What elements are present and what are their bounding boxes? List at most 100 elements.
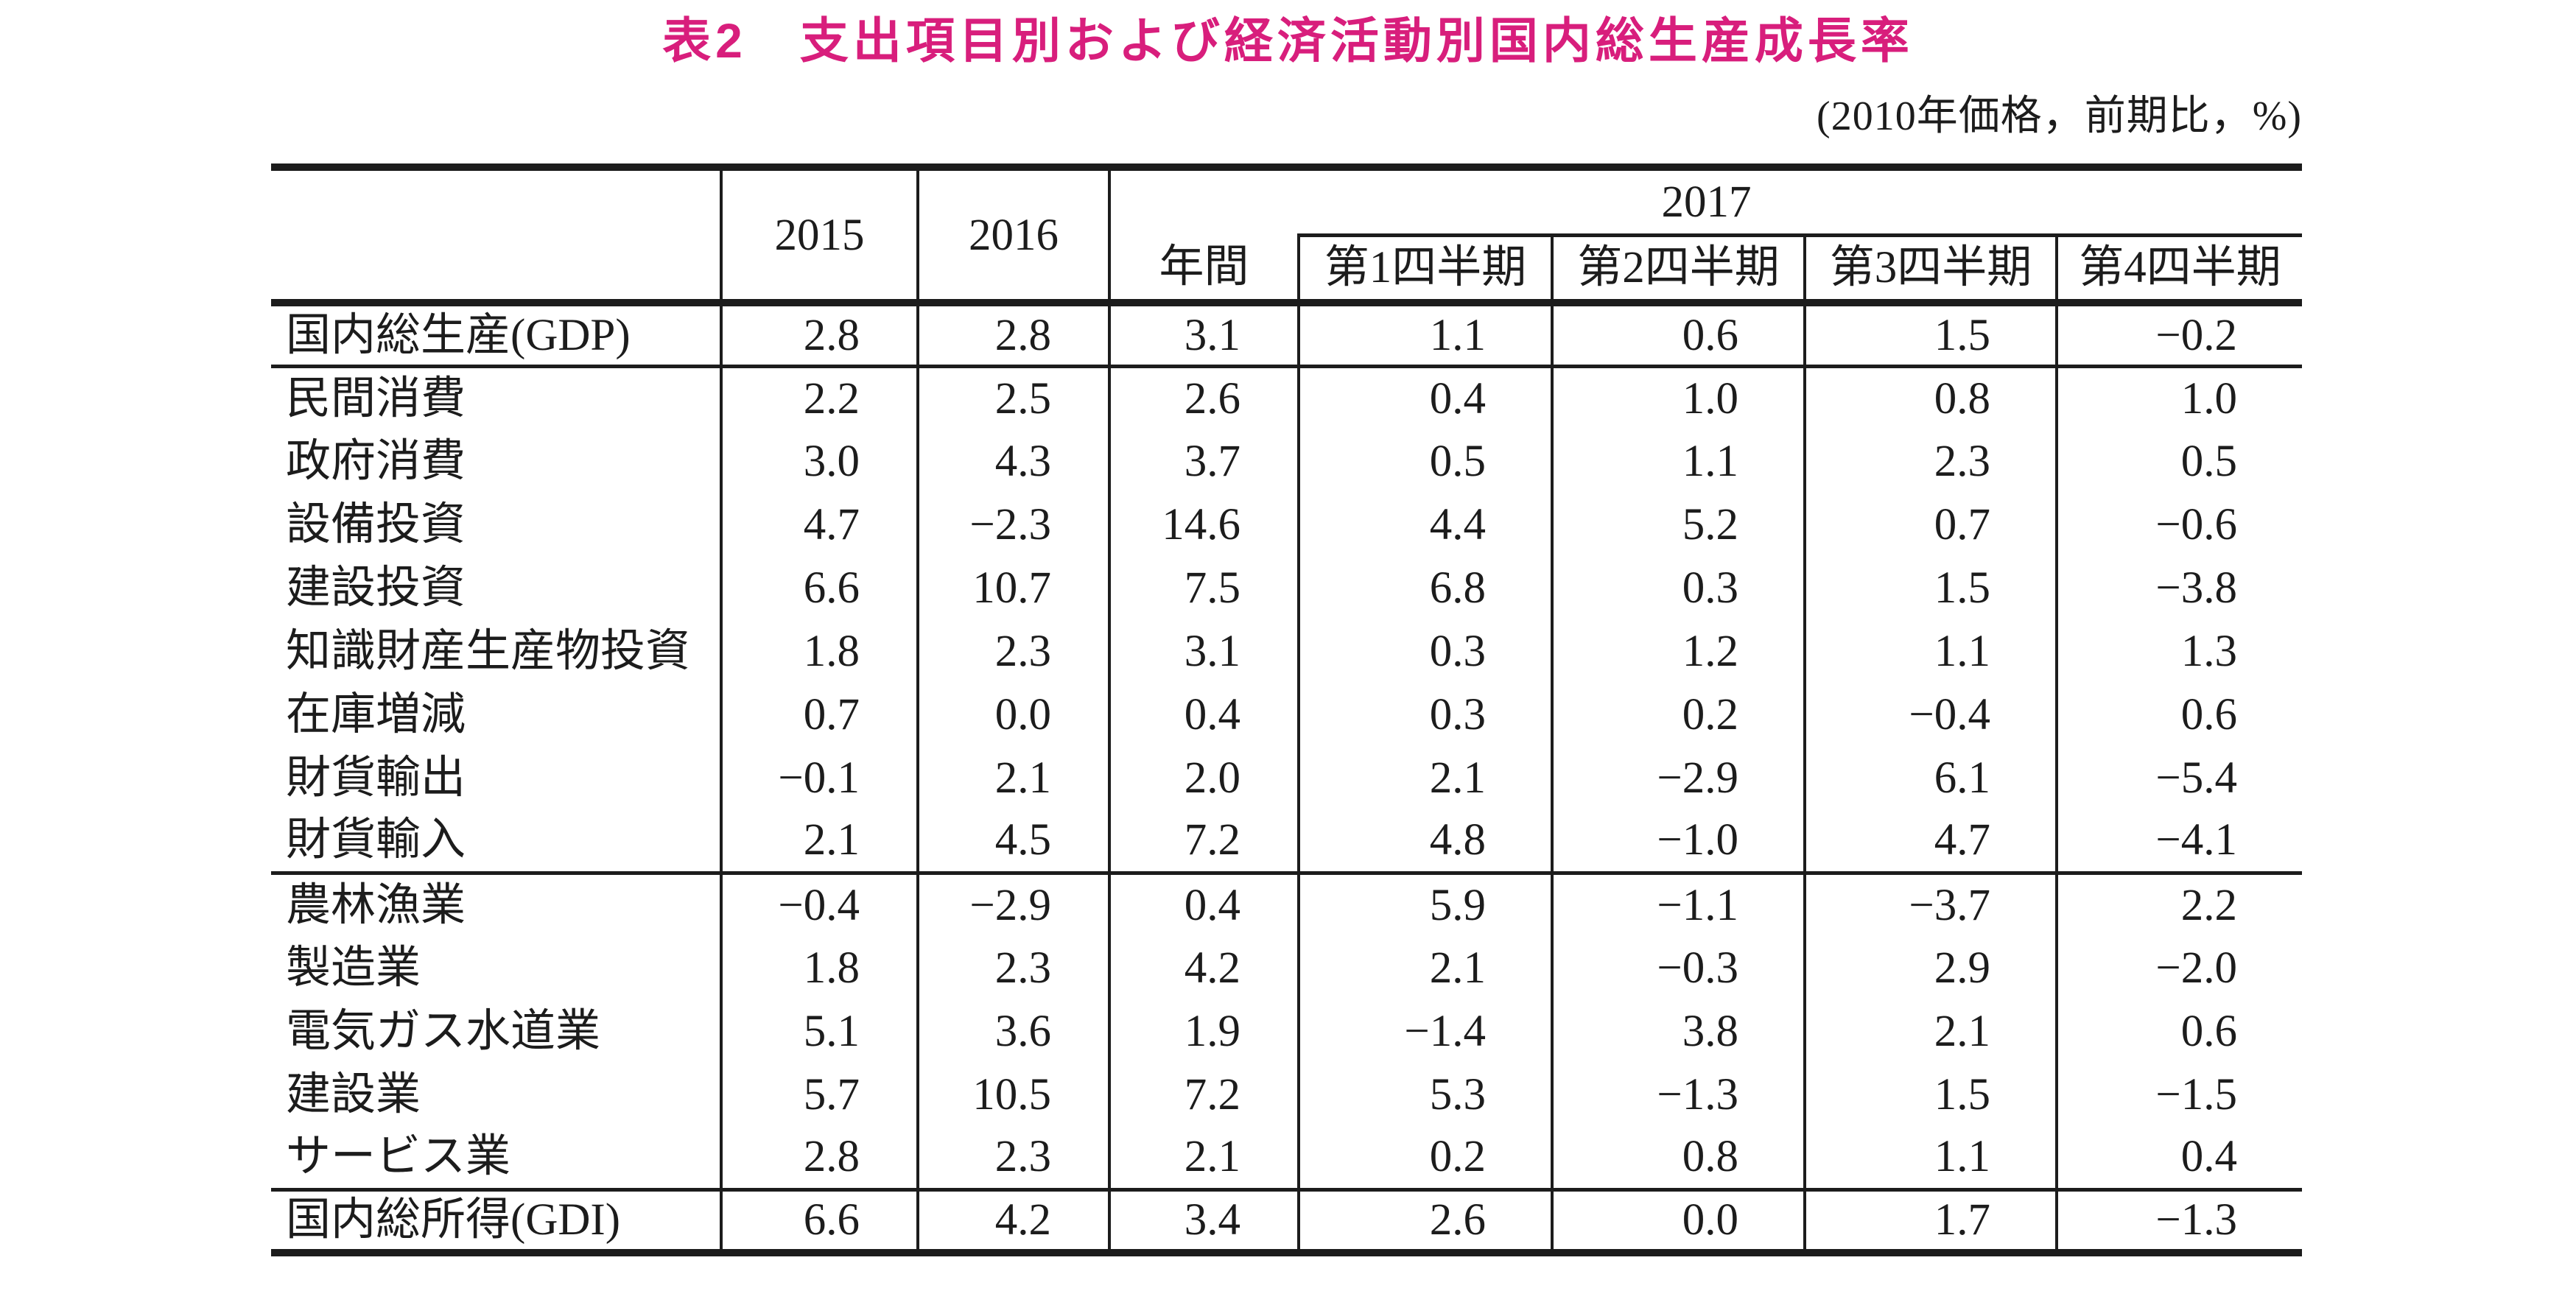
value-cell: 2.9 (1805, 936, 2058, 999)
value-cell: 2.6 (1109, 366, 1300, 429)
row-label: 知識財産生産物投資 (271, 619, 723, 683)
gdp-growth-table: 2015 2016 2017 年間 第1四半期 第2四半期 第3四半期 第4四半… (271, 163, 2303, 1256)
row-label: 建設業 (271, 1063, 723, 1126)
value-cell: 0.5 (1299, 429, 1554, 493)
table-row: 財貨輸出 −0.1 2.1 2.0 2.1 −2.9 6.1 −5.4 (271, 746, 2302, 809)
value-cell: 0.3 (1299, 619, 1554, 683)
table-row: 製造業 1.8 2.3 4.2 2.1 −0.3 2.9 −2.0 (271, 936, 2302, 999)
value-cell: 1.1 (1805, 619, 2058, 683)
page-title: 表2 支出項目別および経済活動別国内総生産成長率 (662, 13, 1914, 68)
value-cell: −0.2 (2057, 303, 2303, 368)
col-header-q1: 第1四半期 (1299, 233, 1554, 306)
col-header-annual: 年間 (1109, 235, 1300, 306)
value-cell: 0.6 (2180, 1006, 2238, 1056)
table-row: 国内総所得(GDI) 6.6 4.2 3.4 2.6 0.0 1.7 −1.3 (271, 1189, 2303, 1256)
value-cell: 7.2 (1109, 809, 1300, 875)
value-cell: 0.2 (1299, 1126, 1554, 1192)
row-label: サービス業 (271, 1126, 723, 1192)
value-cell: 0.3 (1299, 683, 1554, 746)
value-cell: 0.6 (2180, 689, 2238, 739)
value-cell: 2.2 (721, 366, 919, 429)
value-cell: 0.4 (1109, 873, 1300, 936)
value-cell: 1.5 (1805, 303, 2058, 368)
col-header-q3: 第3四半期 (1805, 233, 2058, 306)
value-cell: 5.9 (1299, 873, 1554, 936)
value-cell: 1.5 (1805, 1063, 2058, 1126)
value-cell: 2.2 (2180, 880, 2238, 930)
value-cell: 0.0 (1552, 1189, 1806, 1256)
value-cell: 7.2 (1109, 1063, 1300, 1126)
table-row: 知識財産生産物投資 1.8 2.3 3.1 0.3 1.2 1.1 1.3 (271, 619, 2302, 683)
row-label: 設備投資 (271, 493, 723, 556)
value-cell: 1.8 (721, 936, 919, 999)
row-label: 製造業 (271, 936, 723, 999)
row-label: 建設投資 (271, 556, 723, 619)
row-label: 農林漁業 (271, 873, 723, 936)
value-cell: 2.1 (918, 746, 1111, 809)
value-cell: 5.3 (1299, 1063, 1554, 1126)
value-cell: 2.5 (918, 366, 1111, 429)
value-cell: 2.1 (721, 809, 919, 875)
value-cell: 0.6 (1552, 303, 1806, 368)
value-cell: 0.3 (1552, 556, 1806, 619)
value-cell: 2.3 (918, 619, 1111, 683)
value-cell: 5.2 (1552, 493, 1806, 556)
value-cell: 1.1 (1552, 429, 1806, 493)
value-cell: −1.5 (2155, 1069, 2238, 1119)
value-cell: 7.5 (1109, 556, 1300, 619)
table-row: 財貨輸入 2.1 4.5 7.2 4.8 −1.0 4.7 −4.1 (271, 809, 2303, 875)
value-cell: −1.4 (1299, 999, 1554, 1063)
value-cell: 4.7 (1805, 809, 2058, 875)
value-cell: 0.7 (721, 683, 919, 746)
value-cell: 0.0 (918, 683, 1111, 746)
value-cell: −0.4 (1805, 683, 2058, 746)
value-cell: 6.1 (1805, 746, 2058, 809)
value-cell: 6.8 (1299, 556, 1554, 619)
value-cell: 5.1 (721, 999, 919, 1063)
value-cell: −2.9 (918, 873, 1111, 936)
value-cell: 2.0 (1109, 746, 1300, 809)
row-label: 在庫増減 (271, 683, 723, 746)
value-cell: 5.7 (721, 1063, 919, 1126)
value-cell: 0.2 (1552, 683, 1806, 746)
value-cell: 2.1 (1805, 999, 2058, 1063)
header-row-top: 2015 2016 2017 (271, 163, 2303, 306)
value-cell: 2.3 (918, 1126, 1111, 1192)
row-label: 政府消費 (271, 429, 723, 493)
value-cell: 0.4 (1109, 683, 1300, 746)
value-cell: 0.8 (1805, 366, 2058, 429)
table-row: 電気ガス水道業 5.1 3.6 1.9 −1.4 3.8 2.1 0.6 (271, 999, 2302, 1063)
value-cell: 4.5 (918, 809, 1111, 875)
corner-cell (271, 163, 723, 306)
col-group-2017: 2017 (1109, 163, 2303, 235)
value-cell: −0.1 (721, 746, 919, 809)
value-cell: 3.8 (1552, 999, 1806, 1063)
value-cell: 4.4 (1299, 493, 1554, 556)
value-cell: 1.2 (1552, 619, 1806, 683)
value-cell: −2.3 (918, 493, 1111, 556)
value-cell: −0.3 (1552, 936, 1806, 999)
value-cell: 6.6 (721, 556, 919, 619)
value-cell: 0.5 (2180, 436, 2238, 486)
col-header-q2: 第2四半期 (1552, 233, 1806, 306)
row-label: 財貨輸出 (271, 746, 723, 809)
col-header-2015: 2015 (721, 163, 919, 306)
value-cell: 2.8 (918, 303, 1111, 368)
value-cell: 2.1 (1299, 746, 1554, 809)
value-cell: −5.4 (2155, 753, 2238, 803)
value-cell: 3.1 (1109, 303, 1300, 368)
value-cell: 2.1 (1109, 1126, 1300, 1192)
value-cell: 4.2 (918, 1189, 1111, 1256)
table-row: 政府消費 3.0 4.3 3.7 0.5 1.1 2.3 0.5 (271, 429, 2302, 493)
value-cell: 3.1 (1109, 619, 1300, 683)
value-cell: 2.1 (1299, 936, 1554, 999)
value-cell: −3.8 (2155, 563, 2238, 613)
row-label: 国内総所得(GDI) (271, 1189, 723, 1256)
header-row-sub: 年間 第1四半期 第2四半期 第3四半期 第4四半期 (271, 233, 2303, 306)
table-row: 建設投資 6.6 10.7 7.5 6.8 0.3 1.5 −3.8 (271, 556, 2302, 619)
table-row: 国内総生産(GDP) 2.8 2.8 3.1 1.1 0.6 1.5 −0.2 (271, 303, 2303, 368)
table-row: サービス業 2.8 2.3 2.1 0.2 0.8 1.1 0.4 (271, 1126, 2303, 1192)
table-row: 建設業 5.7 10.5 7.2 5.3 −1.3 1.5 −1.5 (271, 1063, 2302, 1126)
value-cell: 4.8 (1299, 809, 1554, 875)
